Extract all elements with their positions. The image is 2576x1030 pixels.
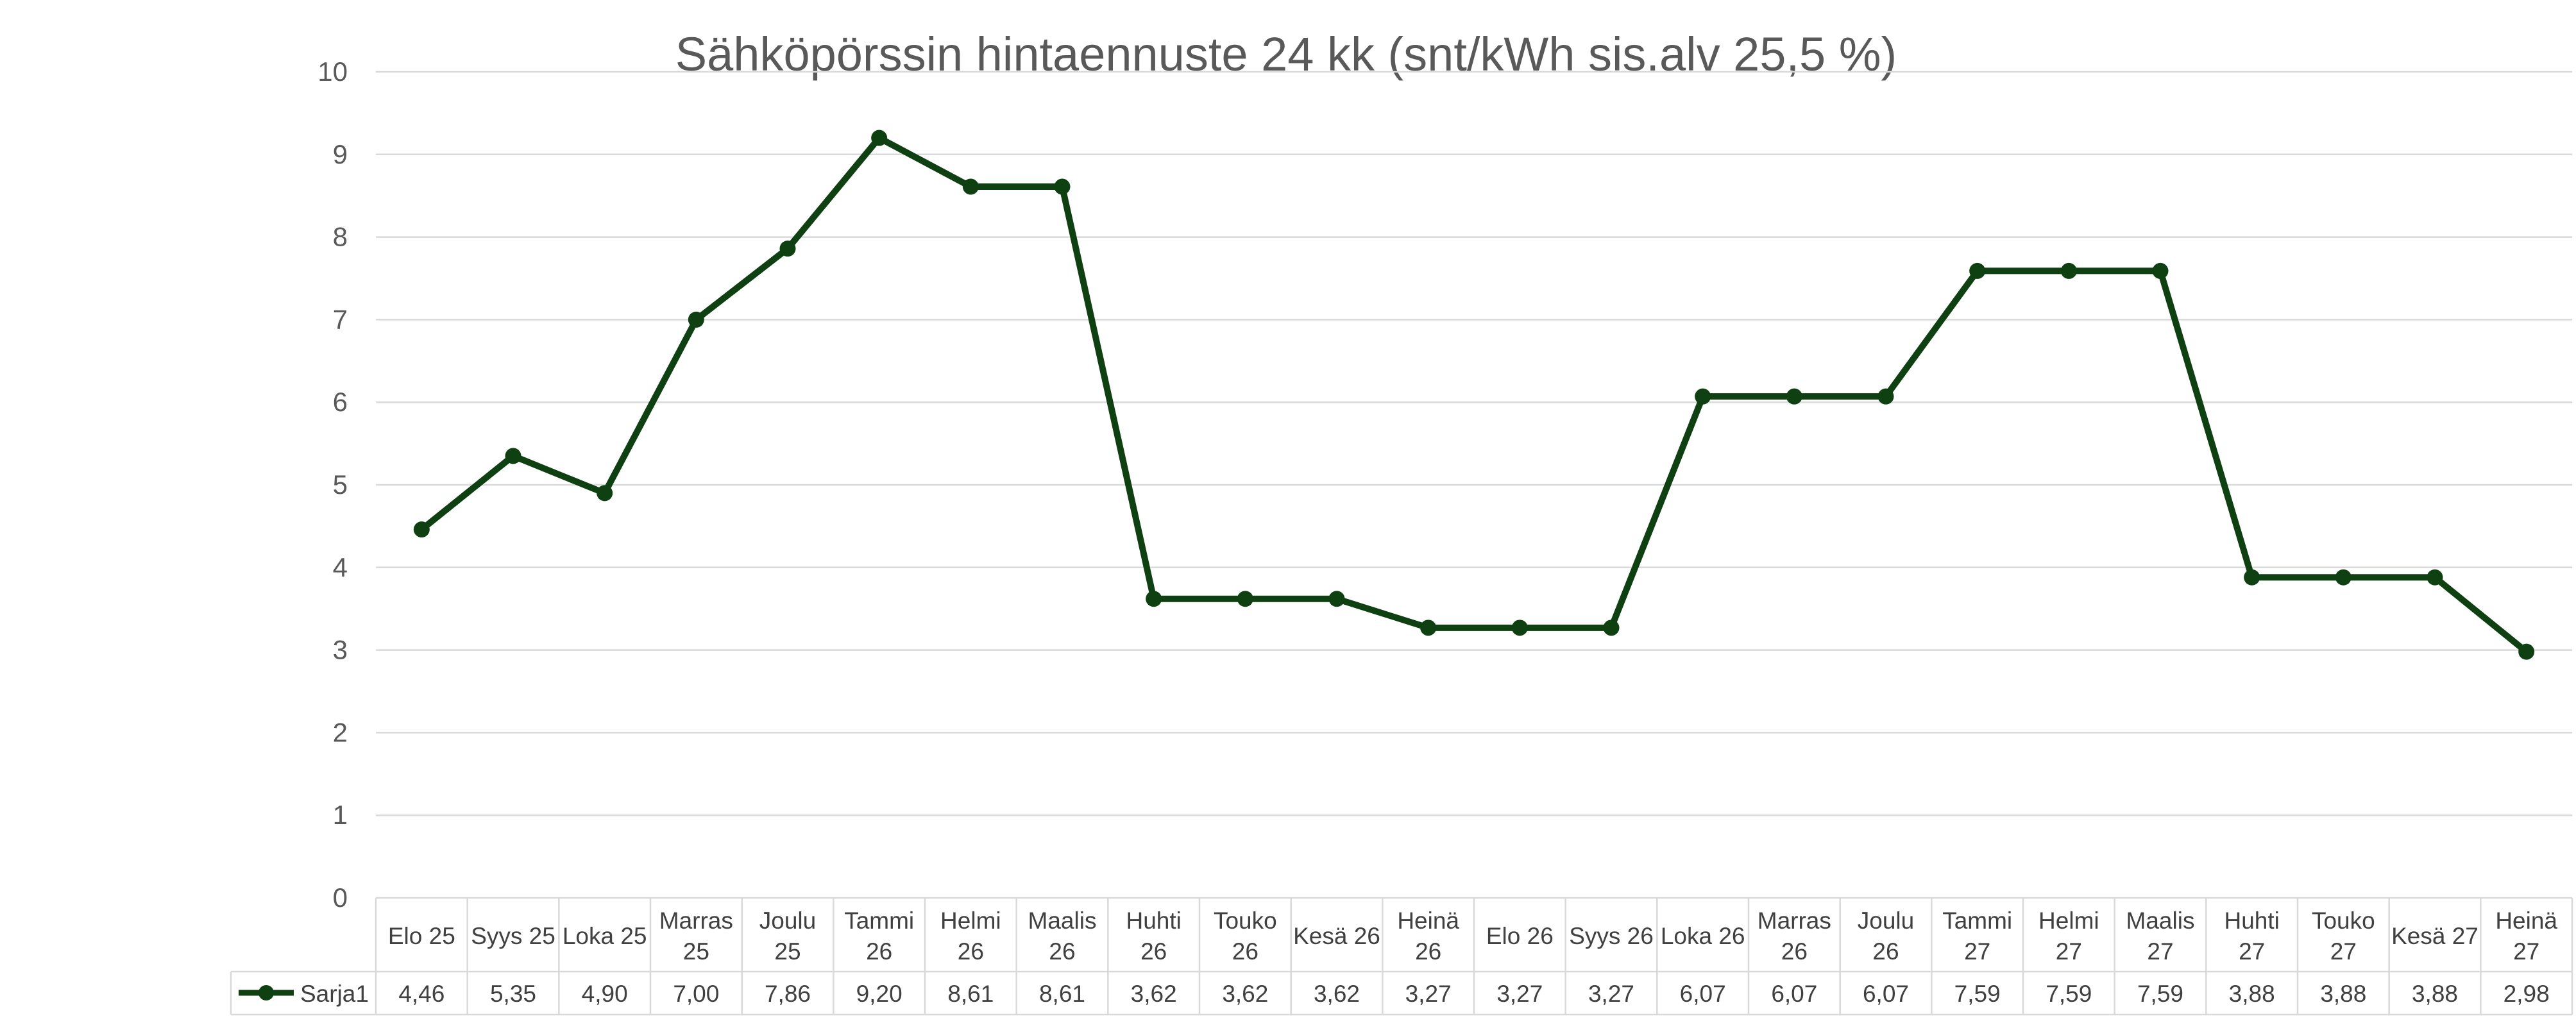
data-point [1328,591,1345,607]
data-point [2335,569,2351,586]
data-label: 3,62 [1222,981,1268,1007]
legend-label: Sarja1 [300,981,369,1007]
data-point [1420,620,1437,636]
data-label: 7,00 [673,981,719,1007]
y-tick-label: 2 [333,717,348,747]
x-tick-label: Joulu 25 [759,908,816,965]
y-tick-label: 6 [333,387,348,417]
x-tick-label: Tammi 26 [844,908,914,965]
x-tick-label: Elo 26 [1486,923,1554,949]
legend-sarja1: Sarja1 [239,981,369,1007]
chart-title: Sähköpörssin hintaennuste 24 kk (snt/kWh… [675,28,1897,81]
data-label: 2,98 [2504,981,2550,1007]
y-tick-label: 10 [318,56,348,87]
series-sarja1 [413,130,2535,660]
x-tick-label: Tammi 27 [1942,908,2012,965]
series-line [418,135,2530,655]
data-label: 6,07 [1680,981,1726,1007]
x-tick-label: Heinä 26 [1397,908,1459,965]
y-tick-label: 7 [333,304,348,334]
data-point [688,311,704,328]
x-tick-label: Maalis 26 [1028,908,1097,965]
data-point [1877,388,1894,405]
y-axis-ticks: 0 1 2 3 4 5 6 7 8 9 10 [318,56,348,913]
data-point [871,130,888,146]
x-tick-label: Loka 26 [1661,923,1745,949]
y-tick-label: 0 [333,882,348,913]
data-label: 8,61 [1039,981,1085,1007]
data-point [1054,178,1071,195]
x-tick-label: Touko 27 [2312,908,2375,965]
x-tick-label: Helmi 27 [2038,908,2099,965]
data-table: Elo 25 Syys 25 Loka 25 Marras 25 Joulu 25 Tammi… [230,897,2573,1016]
data-point [2152,262,2169,279]
data-label: 6,07 [1863,981,1909,1007]
data-point [2244,569,2260,586]
x-tick-label: Helmi 26 [940,908,1001,965]
data-point [1146,591,1162,607]
data-label: 4,46 [398,981,445,1007]
data-label: 3,27 [1405,981,1452,1007]
data-point [1969,262,1986,279]
x-tick-label: Kesä 27 [2391,923,2479,949]
x-tick-label: Touko 26 [1214,908,1277,965]
x-tick-label: Heinä 27 [2495,908,2557,965]
data-label: 3,27 [1496,981,1543,1007]
x-tick-label: Marras 25 [659,908,733,965]
x-tick-label: Huhti 26 [1126,908,1181,965]
data-label: 3,62 [1131,981,1177,1007]
data-label: 3,62 [1314,981,1360,1007]
data-label: 7,59 [2046,981,2092,1007]
x-tick-label: Marras 26 [1758,908,1831,965]
data-point [597,485,613,502]
data-point [413,521,430,538]
data-point [1695,388,1711,405]
data-label: 7,59 [1954,981,2001,1007]
data-point [2518,643,2535,660]
data-point [1786,388,1802,405]
data-label: 9,20 [856,981,902,1007]
data-point [2060,262,2077,279]
data-label: 7,86 [765,981,811,1007]
data-point [1603,620,1620,636]
data-point [1511,620,1528,636]
x-tick-label: Syys 26 [1569,923,1654,949]
gridlines [376,71,2572,816]
data-point [505,448,521,464]
data-label: 7,59 [2137,981,2183,1007]
x-tick-label: Joulu 26 [1858,908,1914,965]
data-label: 6,07 [1771,981,1817,1007]
data-point [779,241,796,257]
data-point [962,178,979,195]
y-tick-label: 1 [333,800,348,830]
y-tick-label: 4 [333,552,348,582]
x-tick-label: Maalis 27 [2126,908,2195,965]
data-label: 3,88 [2320,981,2366,1007]
legend-marker [258,985,274,1000]
data-label: 8,61 [947,981,994,1007]
x-tick-label: Kesä 26 [1293,923,1380,949]
data-point [2427,569,2443,586]
y-tick-label: 3 [333,635,348,665]
data-point [1237,591,1253,607]
x-tick-label: Elo 25 [388,923,455,949]
y-tick-label: 8 [333,222,348,252]
x-tick-label: Huhti 27 [2224,908,2279,965]
data-label: 4,90 [582,981,628,1007]
x-tick-label: Loka 25 [563,923,647,949]
data-label: 5,35 [490,981,536,1007]
y-tick-label: 9 [333,139,348,169]
data-label: 3,88 [2229,981,2275,1007]
y-tick-label: 5 [333,469,348,500]
x-tick-label: Syys 25 [471,923,555,949]
data-label: 3,88 [2412,981,2458,1007]
data-label: 3,27 [1588,981,1634,1007]
